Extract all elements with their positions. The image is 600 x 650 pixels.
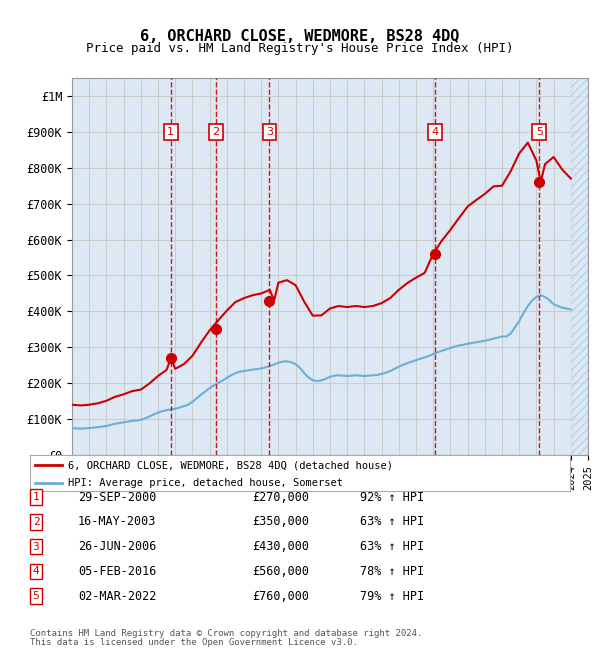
Text: 63% ↑ HPI: 63% ↑ HPI (360, 540, 424, 553)
Text: 4: 4 (32, 566, 40, 577)
Text: 3: 3 (266, 127, 273, 137)
Text: 26-JUN-2006: 26-JUN-2006 (78, 540, 157, 553)
Text: 79% ↑ HPI: 79% ↑ HPI (360, 590, 424, 603)
Text: 5: 5 (536, 127, 543, 137)
Text: 02-MAR-2022: 02-MAR-2022 (78, 590, 157, 603)
Text: 05-FEB-2016: 05-FEB-2016 (78, 565, 157, 578)
Text: Price paid vs. HM Land Registry's House Price Index (HPI): Price paid vs. HM Land Registry's House … (86, 42, 514, 55)
Text: £350,000: £350,000 (252, 515, 309, 528)
Text: This data is licensed under the Open Government Licence v3.0.: This data is licensed under the Open Gov… (30, 638, 358, 647)
Text: 1: 1 (167, 127, 175, 137)
Text: 16-MAY-2003: 16-MAY-2003 (78, 515, 157, 528)
Text: 92% ↑ HPI: 92% ↑ HPI (360, 491, 424, 504)
Text: 6, ORCHARD CLOSE, WEDMORE, BS28 4DQ (detached house): 6, ORCHARD CLOSE, WEDMORE, BS28 4DQ (det… (68, 460, 393, 470)
Text: 3: 3 (32, 541, 40, 552)
Text: 1: 1 (32, 492, 40, 502)
Text: 5: 5 (32, 591, 40, 601)
Text: £560,000: £560,000 (252, 565, 309, 578)
Text: £430,000: £430,000 (252, 540, 309, 553)
Text: HPI: Average price, detached house, Somerset: HPI: Average price, detached house, Some… (68, 478, 343, 488)
Text: Contains HM Land Registry data © Crown copyright and database right 2024.: Contains HM Land Registry data © Crown c… (30, 629, 422, 638)
Text: 2: 2 (32, 517, 40, 527)
Text: 29-SEP-2000: 29-SEP-2000 (78, 491, 157, 504)
Text: 4: 4 (431, 127, 439, 137)
Text: 63% ↑ HPI: 63% ↑ HPI (360, 515, 424, 528)
Text: 78% ↑ HPI: 78% ↑ HPI (360, 565, 424, 578)
Text: £760,000: £760,000 (252, 590, 309, 603)
Text: 2: 2 (212, 127, 220, 137)
Text: 6, ORCHARD CLOSE, WEDMORE, BS28 4DQ: 6, ORCHARD CLOSE, WEDMORE, BS28 4DQ (140, 29, 460, 44)
Text: £270,000: £270,000 (252, 491, 309, 504)
